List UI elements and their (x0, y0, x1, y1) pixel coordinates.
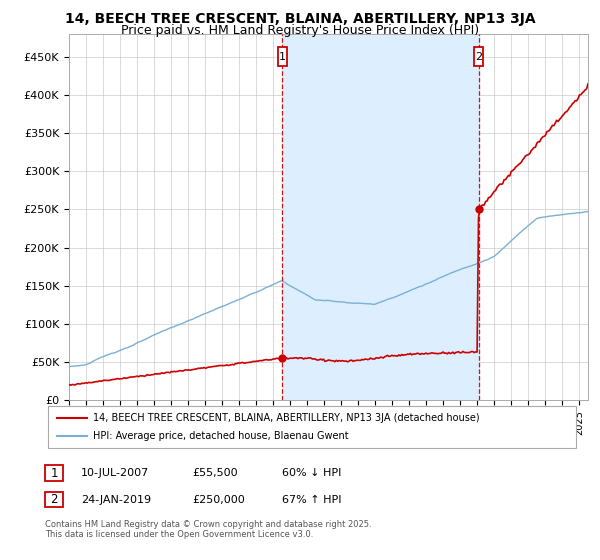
Text: 67% ↑ HPI: 67% ↑ HPI (282, 494, 341, 505)
Text: 60% ↓ HPI: 60% ↓ HPI (282, 468, 341, 478)
Bar (282, 34, 479, 400)
Text: 1: 1 (279, 52, 286, 62)
Text: Price paid vs. HM Land Registry's House Price Index (HPI): Price paid vs. HM Land Registry's House … (121, 24, 479, 36)
Text: 10-JUL-2007: 10-JUL-2007 (81, 468, 149, 478)
Text: 14, BEECH TREE CRESCENT, BLAINA, ABERTILLERY, NP13 3JA: 14, BEECH TREE CRESCENT, BLAINA, ABERTIL… (65, 12, 535, 26)
Text: HPI: Average price, detached house, Blaenau Gwent: HPI: Average price, detached house, Blae… (93, 431, 349, 441)
FancyBboxPatch shape (474, 46, 483, 67)
Text: 14, BEECH TREE CRESCENT, BLAINA, ABERTILLERY, NP13 3JA (detached house): 14, BEECH TREE CRESCENT, BLAINA, ABERTIL… (93, 413, 479, 423)
FancyBboxPatch shape (278, 46, 287, 67)
Text: 1: 1 (50, 466, 58, 480)
Text: Contains HM Land Registry data © Crown copyright and database right 2025.
This d: Contains HM Land Registry data © Crown c… (45, 520, 371, 539)
Text: 2: 2 (50, 493, 58, 506)
Text: £250,000: £250,000 (192, 494, 245, 505)
Text: 2: 2 (475, 52, 482, 62)
Text: 24-JAN-2019: 24-JAN-2019 (81, 494, 151, 505)
Text: £55,500: £55,500 (192, 468, 238, 478)
